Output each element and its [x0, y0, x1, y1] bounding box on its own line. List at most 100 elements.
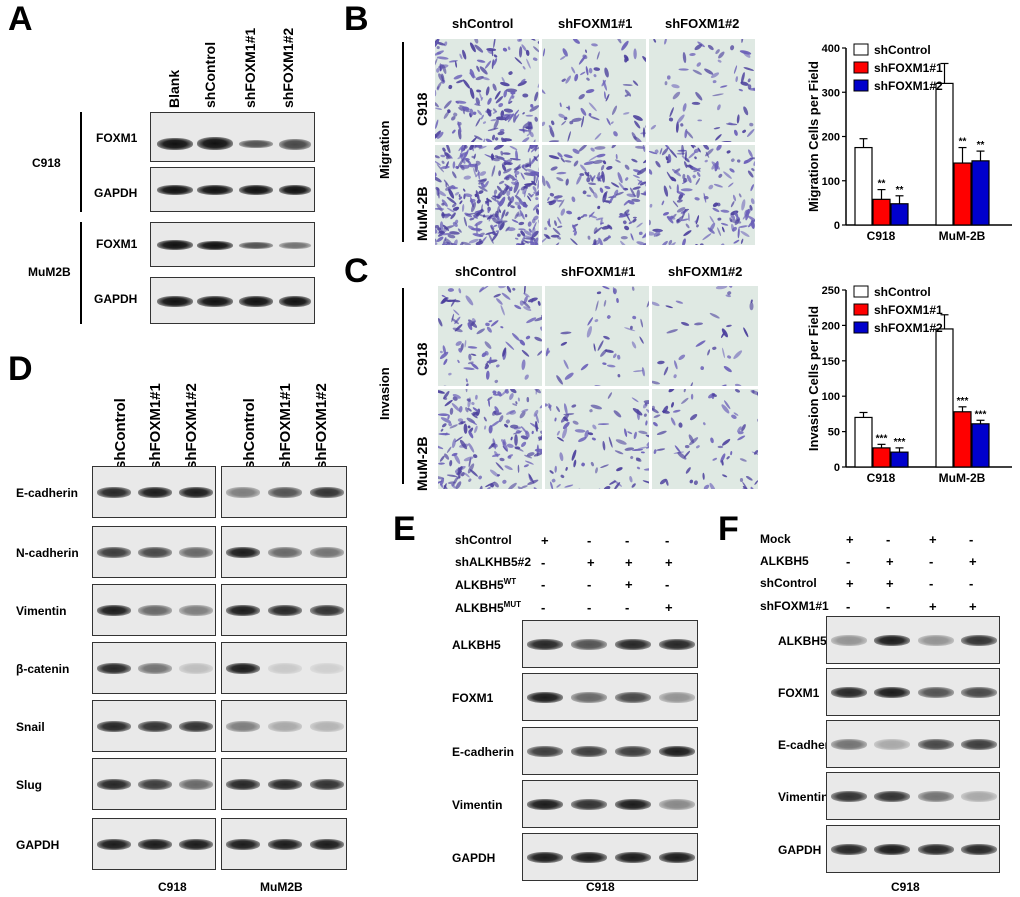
- cell-mark: [622, 112, 630, 115]
- cell-mark: [435, 50, 444, 56]
- cell-mark: [696, 171, 701, 177]
- cell-mark: [523, 464, 529, 468]
- cell-mark: [468, 353, 472, 361]
- cell-mark: [605, 93, 610, 102]
- y-tick-label: 200: [822, 132, 840, 144]
- cell-mark: [627, 431, 633, 435]
- cell-mark: [521, 164, 525, 169]
- cell-mark: [580, 71, 586, 76]
- cell-mark: [600, 164, 605, 171]
- cell-mark: [440, 477, 445, 486]
- cell-mark: [602, 79, 608, 91]
- cell-mark: [606, 165, 613, 170]
- cell-mark: [448, 422, 452, 427]
- cell-mark: [695, 445, 700, 449]
- band: [615, 746, 651, 757]
- cell-mark: [610, 121, 614, 125]
- band: [179, 605, 213, 616]
- cell-mark: [495, 364, 500, 368]
- cell-mark: [646, 440, 649, 446]
- cell-mark: [559, 452, 564, 462]
- panel-d-col-label: shFOXM1#2: [313, 383, 330, 469]
- cell-mark: [474, 44, 484, 53]
- cell-mark: [473, 454, 478, 459]
- cell-mark: [507, 482, 517, 489]
- cell-mark: [458, 406, 463, 413]
- cell-mark: [547, 350, 551, 354]
- band: [97, 547, 131, 558]
- band: [874, 635, 910, 646]
- cell-mark: [581, 462, 585, 467]
- cell-mark: [438, 462, 445, 465]
- cell-mark: [740, 72, 745, 84]
- cell-mark: [498, 170, 502, 177]
- cell-mark: [615, 191, 624, 196]
- cell-texture: [438, 286, 542, 386]
- cell-mark: [728, 182, 734, 188]
- cell-mark: [750, 198, 755, 205]
- cell-mark: [749, 122, 754, 127]
- band: [179, 663, 213, 674]
- cell-mark: [732, 226, 737, 232]
- cell-mark: [632, 115, 643, 121]
- cell-mark: [511, 95, 515, 99]
- western-blot: [221, 818, 347, 870]
- cell-mark: [715, 286, 728, 290]
- panel-letter-a: A: [8, 0, 33, 38]
- condition-sign: +: [625, 577, 633, 592]
- cell-mark: [640, 318, 644, 328]
- cell-mark: [567, 105, 571, 111]
- cell-mark: [733, 129, 738, 136]
- cell-mark: [495, 462, 504, 471]
- cell-mark: [630, 233, 634, 241]
- cell-mark: [590, 147, 595, 152]
- cell-mark: [652, 301, 660, 307]
- cell-mark: [643, 191, 646, 196]
- cell-mark: [438, 432, 451, 436]
- cell-mark: [470, 145, 477, 148]
- legend-label: shControl: [874, 43, 931, 57]
- cell-mark: [745, 209, 750, 221]
- cell-mark: [683, 177, 687, 183]
- cell-mark: [629, 187, 636, 197]
- cell-mark: [589, 174, 594, 182]
- cell-mark: [617, 374, 621, 378]
- condition-sign: +: [886, 576, 894, 591]
- cell-mark: [451, 438, 457, 449]
- cell-mark: [496, 156, 505, 160]
- cell-mark: [449, 460, 453, 467]
- cell-mark: [560, 474, 565, 479]
- cell-mark: [556, 430, 560, 436]
- cell-mark: [550, 481, 554, 489]
- column-header: shControl: [452, 16, 514, 31]
- group-label: MuM2B: [28, 265, 71, 279]
- cell-mark: [452, 206, 460, 211]
- bar: [890, 203, 909, 226]
- cell-mark: [550, 166, 558, 171]
- cell-mark: [552, 227, 561, 235]
- cell-mark: [632, 218, 637, 223]
- cell-mark: [436, 82, 442, 90]
- cell-mark: [484, 364, 490, 370]
- cell-mark: [449, 231, 460, 235]
- cell-mark: [624, 327, 636, 332]
- panel-letter-f: F: [718, 510, 739, 548]
- cell-mark: [534, 316, 542, 322]
- cell-mark: [590, 404, 602, 410]
- cell-mark: [689, 52, 696, 57]
- band: [571, 639, 607, 650]
- cell-mark: [505, 419, 510, 424]
- cell-mark: [620, 240, 628, 245]
- band: [527, 746, 563, 757]
- cell-mark: [444, 151, 451, 159]
- cell-mark: [502, 47, 508, 52]
- cell-mark: [691, 166, 701, 172]
- cell-mark: [547, 196, 550, 201]
- cell-mark: [510, 90, 516, 95]
- cell-mark: [526, 58, 531, 69]
- band: [268, 721, 302, 732]
- cell-mark: [499, 457, 505, 462]
- cell-mark: [534, 336, 542, 342]
- cell-mark: [530, 172, 537, 177]
